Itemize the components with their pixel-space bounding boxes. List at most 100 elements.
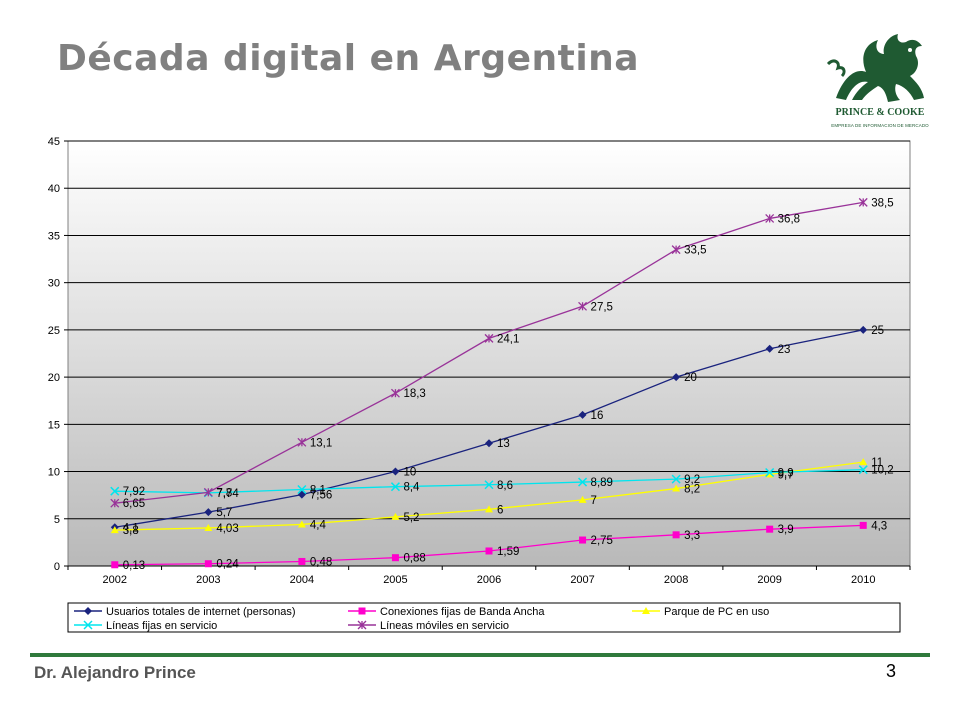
- x-tick-label: 2009: [757, 574, 781, 586]
- data-point: [485, 547, 493, 555]
- data-label: 33,5: [684, 245, 706, 257]
- data-point: [485, 505, 493, 513]
- data-point: [671, 474, 681, 484]
- x-tick-label: 2003: [196, 574, 220, 586]
- data-label: 11: [871, 457, 883, 469]
- data-point: [578, 301, 588, 311]
- legend-marker: [358, 607, 366, 615]
- y-tick-label: 0: [54, 561, 60, 573]
- data-point: [672, 531, 680, 539]
- y-tick-label: 5: [54, 514, 60, 526]
- data-point: [578, 410, 587, 419]
- data-point: [485, 439, 493, 448]
- data-label: 23: [778, 344, 791, 356]
- data-label: 8,1: [310, 485, 326, 497]
- y-tick-label: 15: [48, 419, 60, 431]
- data-point: [391, 554, 399, 562]
- data-point: [484, 333, 494, 343]
- x-tick-label: 2004: [290, 574, 314, 586]
- data-label: 20: [684, 372, 697, 384]
- dragon-icon: [826, 34, 924, 102]
- data-point: [671, 245, 681, 255]
- line-chart: 0 5 10 15 20 25 30 35 40 45 2002 2003 2004 2005 2006 20…: [48, 136, 911, 633]
- x-tick-label: 2008: [664, 574, 688, 586]
- data-label: 3,3: [684, 530, 700, 542]
- data-label: 13: [497, 438, 510, 450]
- x-tick-label: 2005: [383, 574, 407, 586]
- data-label: 27,5: [591, 301, 613, 313]
- y-tick-label: 30: [48, 278, 60, 290]
- y-tick-label: 40: [48, 183, 60, 195]
- data-point: [390, 388, 400, 398]
- legend-marker: [642, 607, 650, 614]
- data-point: [859, 521, 867, 529]
- data-label: 38,5: [871, 197, 893, 209]
- data-label: 24,1: [497, 333, 519, 345]
- data-point: [297, 490, 306, 499]
- data-point: [297, 484, 307, 495]
- data-point: [111, 561, 119, 569]
- data-label: 7,92: [123, 486, 145, 498]
- data-label: 4,4: [310, 519, 327, 531]
- data-point: [765, 344, 774, 353]
- data-point: [579, 536, 587, 544]
- data-point: [110, 498, 120, 508]
- legend-label: Parque de PC en uso: [664, 606, 769, 618]
- data-label: 7,74: [216, 488, 239, 500]
- data-point: [203, 487, 213, 497]
- data-label: 16: [591, 410, 604, 422]
- legend-marker: [83, 620, 93, 630]
- x-tick-label: 2010: [851, 574, 875, 586]
- logo-tagline: EMPRESA DE INFORMACION DE MERCADO: [831, 123, 929, 128]
- data-label: 10: [403, 467, 416, 479]
- data-point: [578, 495, 587, 503]
- data-point: [858, 465, 868, 475]
- data-label: 0,24: [216, 559, 239, 571]
- data-point: [858, 197, 868, 207]
- data-point: [204, 508, 213, 517]
- data-label: 8,6: [497, 480, 513, 492]
- data-label: 4,03: [216, 523, 238, 535]
- data-label: 3,9: [778, 524, 794, 536]
- data-label: 8,4: [403, 482, 420, 494]
- legend-label: Usuarios totales de internet (personas): [106, 606, 296, 618]
- data-label: 18,3: [403, 388, 425, 400]
- data-label: 4,3: [871, 520, 887, 532]
- data-point: [766, 525, 774, 533]
- data-point: [484, 480, 494, 490]
- slide-title: Década digital en Argentina: [57, 38, 640, 79]
- data-label: 0,13: [123, 560, 145, 572]
- x-tick-label: 2002: [103, 574, 127, 586]
- footer-divider: [30, 653, 930, 657]
- page-number: 3: [886, 661, 897, 681]
- data-label: 13,1: [310, 437, 332, 449]
- data-point: [297, 437, 307, 447]
- data-point: [391, 512, 400, 520]
- legend-label: Líneas móviles en servicio: [380, 620, 509, 632]
- company-logo: PRINCE & COOKE EMPRESA DE INFORMACION DE…: [826, 28, 934, 140]
- legend-label: Líneas fijas en servicio: [106, 620, 217, 632]
- data-point: [672, 373, 681, 382]
- y-tick-label: 20: [48, 372, 60, 384]
- data-label: 5,2: [403, 512, 419, 524]
- legend-marker: [357, 620, 367, 630]
- data-point: [859, 325, 868, 334]
- data-label: 5,7: [216, 507, 232, 519]
- data-label: 0,88: [403, 553, 425, 565]
- data-label: 1,59: [497, 546, 519, 558]
- footer-author: Dr. Alejandro Prince: [34, 663, 196, 682]
- data-point: [110, 486, 120, 496]
- y-tick-label: 10: [48, 467, 60, 479]
- x-tick-label: 2007: [570, 574, 594, 586]
- data-point: [204, 523, 213, 531]
- data-label: 6,65: [123, 498, 145, 510]
- data-label: 4,1: [123, 522, 139, 534]
- data-label: 6: [497, 504, 503, 516]
- x-tick-label: 2006: [477, 574, 501, 586]
- data-label: 0,48: [310, 556, 332, 568]
- data-point: [672, 484, 681, 492]
- y-tick-label: 25: [48, 325, 60, 337]
- data-label: 8,2: [684, 484, 700, 496]
- data-point: [298, 557, 306, 565]
- data-point: [578, 477, 588, 487]
